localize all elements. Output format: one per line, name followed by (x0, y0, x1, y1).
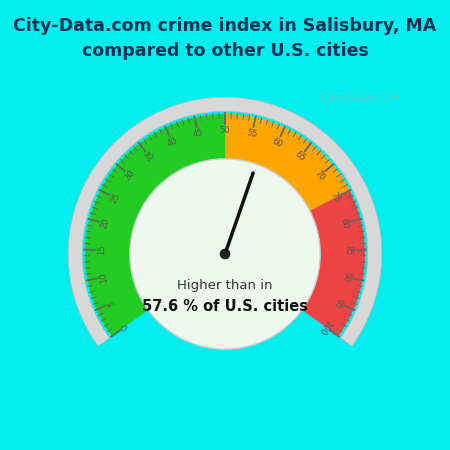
Text: 60: 60 (271, 136, 284, 149)
Text: 5: 5 (107, 299, 117, 307)
Text: 85: 85 (343, 245, 353, 256)
Text: 55: 55 (246, 128, 258, 140)
Text: 50: 50 (220, 126, 230, 135)
Text: 25: 25 (109, 191, 122, 205)
Text: 57.6 % of U.S. cities: 57.6 % of U.S. cities (142, 299, 308, 314)
Text: 20: 20 (100, 217, 111, 230)
Text: 40: 40 (166, 136, 179, 149)
Wedge shape (85, 114, 225, 336)
Text: 15: 15 (97, 245, 107, 256)
Text: Higher than in: Higher than in (177, 279, 273, 292)
Text: 90: 90 (341, 271, 351, 283)
Text: 100: 100 (316, 317, 333, 335)
Text: City-Data.com: City-Data.com (320, 93, 400, 103)
Text: 30: 30 (123, 168, 137, 182)
Text: 70: 70 (313, 168, 327, 182)
Text: 80: 80 (339, 217, 350, 230)
Text: 45: 45 (192, 128, 204, 140)
Text: 75: 75 (328, 191, 341, 205)
Wedge shape (302, 190, 365, 336)
Circle shape (130, 159, 320, 349)
Text: 65: 65 (293, 150, 307, 163)
Text: 35: 35 (143, 150, 157, 163)
Text: 10: 10 (99, 271, 109, 283)
Text: City-Data.com crime index in Salisbury, MA
compared to other U.S. cities: City-Data.com crime index in Salisbury, … (14, 18, 436, 60)
Wedge shape (68, 97, 382, 346)
Wedge shape (225, 114, 350, 211)
Circle shape (220, 249, 230, 259)
Text: 0: 0 (120, 322, 130, 331)
Text: 95: 95 (332, 296, 344, 310)
